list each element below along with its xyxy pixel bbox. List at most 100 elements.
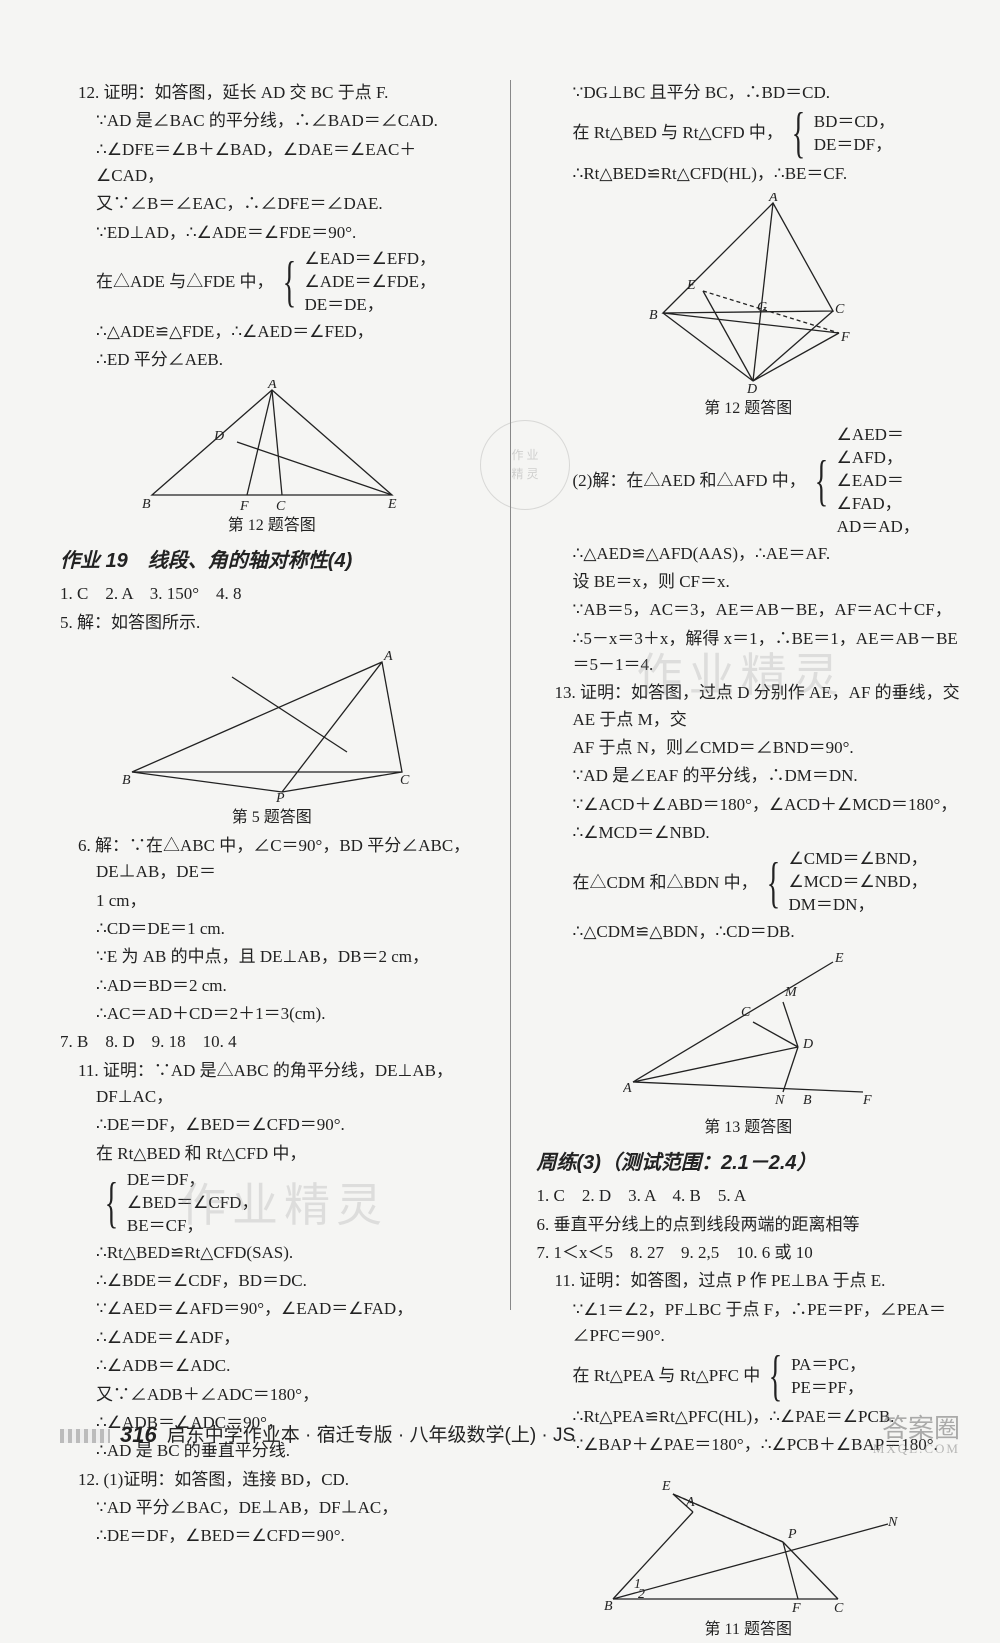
svg-text:A: A <box>623 1081 632 1096</box>
q11-line: 在 Rt△BED 和 Rt△CFD 中， <box>60 1141 484 1167</box>
svg-text:E: E <box>834 952 844 966</box>
w-q11-line: 11. 证明：如答图，过点 P 作 PE⊥BA 于点 E. <box>537 1268 961 1294</box>
r-top-line: ∵DG⊥BC 且平分 BC，∴BD＝CD. <box>537 80 961 106</box>
part2-after: 设 BE＝x，则 CF＝x. <box>537 569 961 595</box>
svg-text:C: C <box>276 499 286 510</box>
svg-text:B: B <box>649 308 658 323</box>
svg-text:M: M <box>784 985 798 1000</box>
q12-after: ∴△ADE≌△FDE，∴∠AED＝∠FED， <box>60 319 484 345</box>
svg-text:E: E <box>387 497 397 510</box>
figure-12r: A B C D E F G <box>643 193 853 393</box>
fig11w-caption: 第 11 题答图 <box>537 1618 961 1643</box>
q6-line: ∵E 为 AB 的中点，且 DE⊥AB，DB＝2 cm， <box>60 944 484 970</box>
svg-text:D: D <box>746 382 757 393</box>
figure-5: ABCP <box>122 642 422 802</box>
column-divider <box>510 80 511 1310</box>
svg-text:N: N <box>887 1515 898 1530</box>
q6-line: 6. 解：∵在△ABC 中，∠C＝90°，BD 平分∠ABC，DE⊥AB，DE＝ <box>60 833 484 886</box>
right-column: ∵DG⊥BC 且平分 BC，∴BD＝CD. 在 Rt△BED 与 Rt△CFD … <box>537 80 961 1310</box>
part2-after: ∴5－x＝3＋x，解得 x＝1，∴BE＝1，AE＝AB－BE＝5－1＝4. <box>537 626 961 679</box>
fig13-caption: 第 13 题答图 <box>537 1116 961 1141</box>
q12-brace: 在△ADE 与△FDE 中， { ∠EAD＝∠EFD， ∠ADE＝∠FDE， D… <box>60 248 484 317</box>
svg-text:E: E <box>661 1479 671 1494</box>
q12-line: ∴∠DFE＝∠B＋∠BAD，∠DAE＝∠EAC＋∠CAD， <box>60 137 484 190</box>
q13-line: 13. 证明：如答图，过点 D 分别作 AE，AF 的垂线，交 AE 于点 M，… <box>537 680 961 733</box>
w-q11-line: ∵∠1＝∠2，PF⊥BC 于点 F，∴PE＝PF，∠PEA＝∠PFC＝90°. <box>537 1297 961 1350</box>
q6-line: ∴CD＝DE＝1 cm. <box>60 916 484 942</box>
q11-brace: { DE＝DF， ∠BED＝∠CFD， BE＝CF， <box>60 1169 484 1238</box>
figure-13: AEFCDMNB <box>623 952 873 1112</box>
svg-text:G: G <box>757 300 767 315</box>
q11-line: 11. 证明：∵AD 是△ABC 的角平分线，DE⊥AB，DF⊥AC， <box>60 1058 484 1111</box>
r-top-after: ∴Rt△BED≌Rt△CFD(HL)，∴BE＝CF. <box>537 161 961 187</box>
q11-after: ∴∠ADE＝∠ADF， <box>60 1325 484 1351</box>
footer-stripe-icon <box>60 1429 110 1443</box>
q12-line: ∵AD 是∠BAC 的平分线，∴∠BAD＝∠CAD. <box>60 108 484 134</box>
svg-text:E: E <box>686 278 696 293</box>
q12-line: ∵ED⊥AD，∴∠ADE＝∠FDE＝90°. <box>60 220 484 246</box>
q11-line: ∴DE＝DF，∠BED＝∠CFD＝90°. <box>60 1112 484 1138</box>
svg-text:F: F <box>791 1601 801 1614</box>
svg-text:A: A <box>685 1495 695 1510</box>
svg-text:B: B <box>142 497 151 510</box>
svg-text:C: C <box>741 1005 751 1020</box>
q11-after: ∴∠BDE＝∠CDF，BD＝DC. <box>60 1268 484 1294</box>
svg-text:B: B <box>604 1599 613 1614</box>
q12b-line: ∴DE＝DF，∠BED＝∠CFD＝90°. <box>60 1523 484 1549</box>
page-number: 316 <box>120 1418 157 1452</box>
q11-after: ∴∠ADB＝∠ADC. <box>60 1353 484 1379</box>
svg-text:F: F <box>239 499 249 510</box>
svg-text:C: C <box>834 1601 844 1614</box>
footer-logo: 答案圈 MXQE.COM <box>873 1416 960 1455</box>
svg-text:P: P <box>787 1527 797 1542</box>
svg-text:D: D <box>802 1037 813 1052</box>
svg-text:A: A <box>768 193 778 205</box>
q11-after: ∵∠AED＝∠AFD＝90°，∠EAD＝∠FAD， <box>60 1296 484 1322</box>
part2-after: ∵AB＝5，AC＝3，AE＝AB－BE，AF＝AC＋CF， <box>537 597 961 623</box>
fig12r-caption: 第 12 题答图 <box>537 397 961 422</box>
s19-answers: 1. C 2. A 3. 150° 4. 8 <box>60 581 484 607</box>
q5-intro: 5. 解：如答图所示. <box>60 610 484 636</box>
svg-text:D: D <box>213 429 224 444</box>
fig12a-caption: 第 12 题答图 <box>60 514 484 539</box>
q6-line: ∴AD＝BD＝2 cm. <box>60 973 484 999</box>
q13-line: ∵AD 是∠EAF 的平分线，∴DM＝DN. <box>537 763 961 789</box>
part2-after: ∴△AED≌△AFD(AAS)，∴AE＝AF. <box>537 541 961 567</box>
q13-brace: 在△CDM 和△BDN 中， { ∠CMD＝∠BND， ∠MCD＝∠NBD， D… <box>537 848 961 917</box>
svg-text:P: P <box>275 791 285 802</box>
q12-line: 又∵∠B＝∠EAC，∴∠DFE＝∠DAE. <box>60 191 484 217</box>
q12b-line: ∵AD 平分∠BAC，DE⊥AB，DF⊥AC， <box>60 1495 484 1521</box>
weekly-row7: 7. 1＜x＜5 8. 27 9. 2,5 10. 6 或 10 <box>537 1240 961 1266</box>
svg-text:B: B <box>803 1093 812 1108</box>
q11-after: 又∵∠ADB＋∠ADC＝180°， <box>60 1382 484 1408</box>
weekly-row1: 1. C 2. D 3. A 4. B 5. A <box>537 1183 961 1209</box>
q13-line: ∴∠MCD＝∠NBD. <box>537 820 961 846</box>
weekly-row6: 6. 垂直平分线上的点到线段两端的距离相等 <box>537 1212 961 1238</box>
row789: 7. B 8. D 9. 18 10. 4 <box>60 1029 484 1055</box>
q12-line: 12. 证明：如答图，延长 AD 交 BC 于点 F. <box>60 80 484 106</box>
fig5-caption: 第 5 题答图 <box>60 806 484 831</box>
svg-text:C: C <box>400 773 410 788</box>
svg-text:C: C <box>835 302 845 317</box>
svg-text:F: F <box>862 1093 872 1108</box>
part2-brace: (2)解：在△AED 和△AFD 中， { ∠AED＝∠AFD， ∠EAD＝∠F… <box>537 424 961 539</box>
svg-text:A: A <box>267 380 277 392</box>
figure-12a: A B E F C D <box>142 380 402 510</box>
svg-text:2: 2 <box>638 1587 645 1602</box>
q12-after: ∴ED 平分∠AEB. <box>60 347 484 373</box>
svg-text:B: B <box>122 773 131 788</box>
q13-after: ∴△CDM≌△BDN，∴CD＝DB. <box>537 919 961 945</box>
w-q11-brace: 在 Rt△PEA 与 Rt△PFC 中 { PA＝PC， PE＝PF， <box>537 1351 961 1401</box>
svg-text:F: F <box>840 330 850 345</box>
q6-line: ∴AC＝AD＋CD＝2＋1＝3(cm). <box>60 1001 484 1027</box>
q11-after: ∴Rt△BED≌Rt△CFD(SAS). <box>60 1240 484 1266</box>
q12b-line: 12. (1)证明：如答图，连接 BD，CD. <box>60 1467 484 1493</box>
section-19-title: 作业 19 线段、角的轴对称性(4) <box>60 546 484 577</box>
footer-text: 启东中学作业本 · 宿迁专版 · 八年级数学(上) · JS <box>167 1421 575 1450</box>
q6-line: 1 cm， <box>60 888 484 914</box>
left-column: 12. 证明：如答图，延长 AD 交 BC 于点 F. ∵AD 是∠BAC 的平… <box>60 80 484 1310</box>
page-footer: 316 启东中学作业本 · 宿迁专版 · 八年级数学(上) · JS 答案圈 M… <box>0 1416 1000 1455</box>
q13-line: AF 于点 N，则∠CMD＝∠BND＝90°. <box>537 735 961 761</box>
figure-11w: 12ABCFPEN <box>598 1464 898 1614</box>
r-top-brace: 在 Rt△BED 与 Rt△CFD 中， { BD＝CD， DE＝DF， <box>537 108 961 158</box>
